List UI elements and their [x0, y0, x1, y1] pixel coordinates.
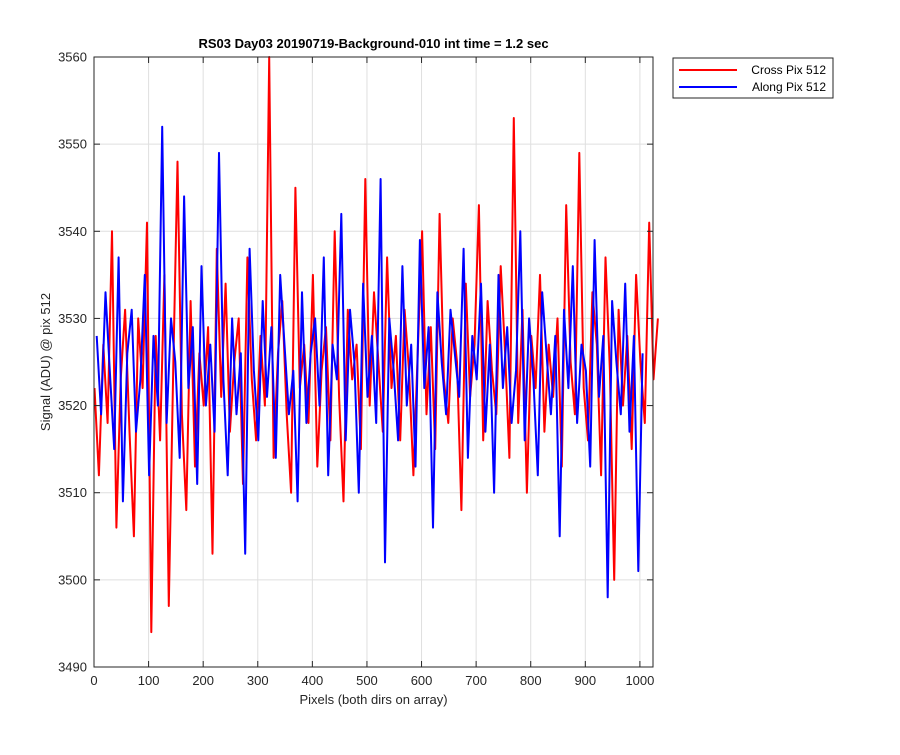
- y-tick-label: 3550: [58, 137, 87, 152]
- x-tick-label: 100: [138, 673, 160, 688]
- series-line-along: [95, 125, 644, 599]
- y-tick-label: 3540: [58, 224, 87, 239]
- y-tick-label: 3500: [58, 572, 87, 587]
- x-tick-label: 200: [192, 673, 214, 688]
- y-tick-label: 3510: [58, 485, 87, 500]
- axis-ticks: 0 100 200 300 400 500 600 700 800 900 1000 3490 3500…: [58, 50, 654, 689]
- x-tick-label: 500: [356, 673, 378, 688]
- legend-label-cross: Cross Pix 512: [751, 63, 826, 77]
- x-tick-label: 900: [574, 673, 596, 688]
- x-axis-label: Pixels (both dirs on array): [299, 692, 447, 707]
- y-tick-label: 3520: [58, 398, 87, 413]
- y-tick-label: 3490: [58, 660, 87, 675]
- chart-title: RS03 Day03 20190719-Background-010 int t…: [198, 36, 548, 51]
- legend-box: [672, 57, 834, 99]
- series-lines: [93, 56, 659, 634]
- legend-label-along: Along Pix 512: [752, 80, 826, 94]
- x-tick-label: 800: [520, 673, 542, 688]
- x-tick-label: 300: [247, 673, 269, 688]
- axes-box: [93, 56, 654, 668]
- y-tick-label: 3530: [58, 311, 87, 326]
- x-tick-label: 0: [90, 673, 97, 688]
- x-tick-label: 600: [411, 673, 433, 688]
- y-axis-label: Signal (ADU) @ pix 512: [38, 293, 53, 431]
- x-tick-label: 700: [465, 673, 487, 688]
- y-tick-label: 3560: [58, 50, 87, 65]
- x-tick-label: 400: [302, 673, 324, 688]
- legend: Cross Pix 512 Along Pix 512: [672, 57, 834, 99]
- x-tick-label: 1000: [625, 673, 654, 688]
